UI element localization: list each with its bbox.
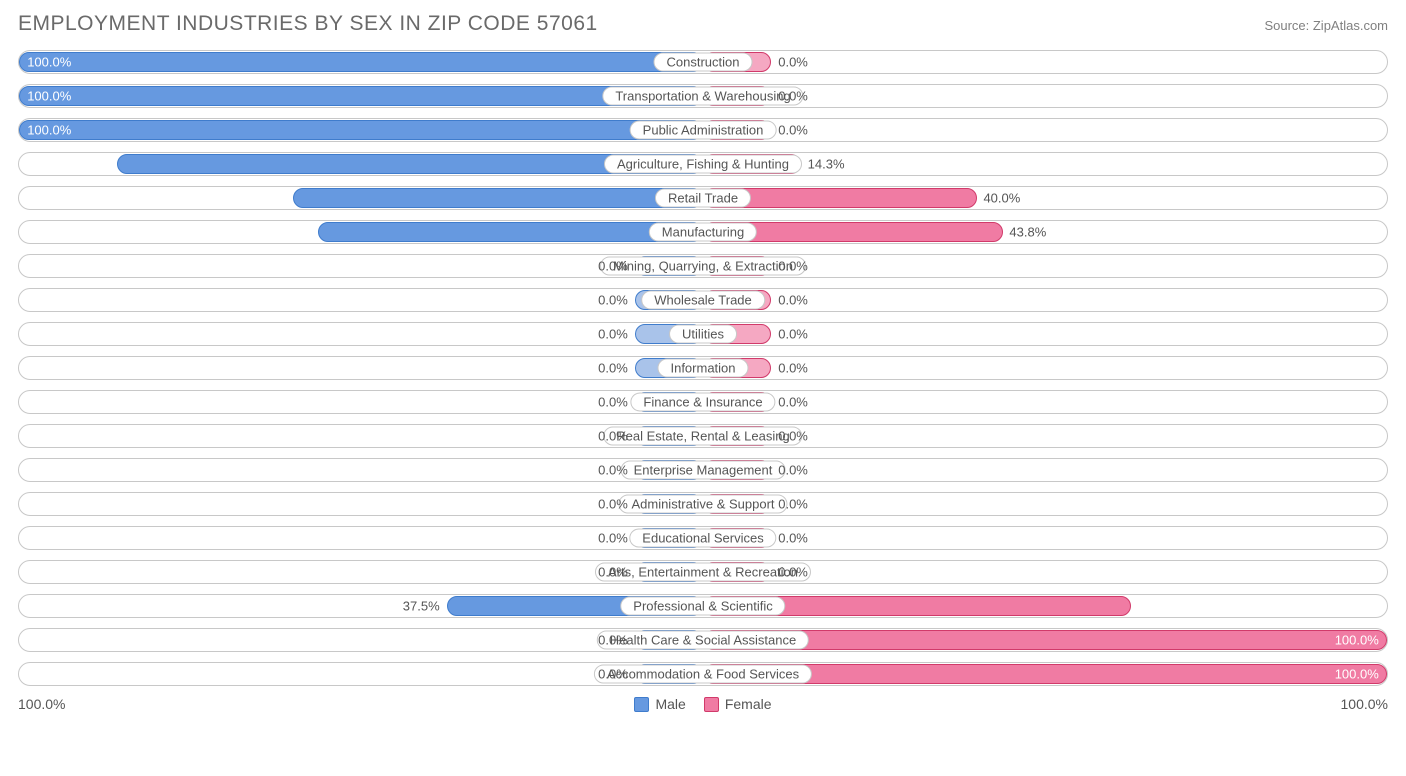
female-value-label: 0.0% (778, 123, 808, 138)
chart-row: Transportation & Warehousing 100.0% 0.0% (18, 84, 1388, 108)
female-value-label: 0.0% (778, 395, 808, 410)
category-label: Agriculture, Fishing & Hunting (604, 155, 802, 174)
female-value-label: 0.0% (778, 55, 808, 70)
diverging-bar-chart: Construction100.0%0.0%Transportation & W… (18, 50, 1388, 686)
chart-row: Wholesale Trade 0.0% 0.0% (18, 288, 1388, 312)
male-value-label: 0.0% (598, 395, 628, 410)
legend: Male Female (634, 696, 771, 712)
category-label: Retail Trade (655, 189, 751, 208)
category-label: Mining, Quarrying, & Extraction (600, 257, 806, 276)
male-value-label: 0.0% (598, 463, 628, 478)
category-label: Wholesale Trade (641, 291, 765, 310)
male-bar (293, 188, 703, 208)
chart-header: EMPLOYMENT INDUSTRIES BY SEX IN ZIP CODE… (18, 12, 1388, 36)
axis-left-label: 100.0% (18, 696, 65, 712)
male-value-label: 0.0% (598, 667, 628, 682)
male-value-label: 56.3% (27, 225, 64, 240)
female-value-label: 14.3% (808, 157, 845, 172)
category-label: Construction (654, 53, 753, 72)
male-value-label: 100.0% (27, 123, 71, 138)
category-label: Transportation & Warehousing (602, 87, 803, 106)
female-value-label: 0.0% (778, 293, 808, 308)
female-value-label: 0.0% (778, 565, 808, 580)
male-bar (318, 222, 703, 242)
female-value-label: 0.0% (778, 361, 808, 376)
chart-footer: 100.0% Male Female 100.0% (18, 696, 1388, 712)
male-bar (19, 120, 703, 140)
female-value-label: 100.0% (1335, 633, 1379, 648)
female-value-label: 40.0% (983, 191, 1020, 206)
male-value-label: 0.0% (598, 633, 628, 648)
male-value-label: 0.0% (598, 497, 628, 512)
chart-row: Utilities 0.0% 0.0% (18, 322, 1388, 346)
male-swatch-icon (634, 697, 649, 712)
female-value-label: 0.0% (778, 327, 808, 342)
legend-label-male: Male (655, 696, 685, 712)
male-value-label: 85.7% (27, 157, 64, 172)
female-value-label: 43.8% (1009, 225, 1046, 240)
chart-row: Agriculture, Fishing & Hunting 85.7% 14.3% (18, 152, 1388, 176)
chart-row: Retail Trade 60.0% 40.0% (18, 186, 1388, 210)
male-value-label: 100.0% (27, 89, 71, 104)
male-value-label: 0.0% (598, 531, 628, 546)
male-value-label: 37.5% (403, 599, 440, 614)
female-value-label: 0.0% (778, 497, 808, 512)
category-label: Educational Services (629, 529, 776, 548)
male-value-label: 100.0% (27, 55, 71, 70)
female-value-label: 0.0% (778, 463, 808, 478)
female-value-label: 0.0% (778, 531, 808, 546)
chart-row: Information 0.0% 0.0% (18, 356, 1388, 380)
chart-source: Source: ZipAtlas.com (1264, 18, 1388, 33)
chart-row: Health Care & Social Assistance0.0% 100.0… (18, 628, 1388, 652)
male-bar (19, 52, 703, 72)
chart-row: Finance & Insurance0.0% 0.0% (18, 390, 1388, 414)
chart-row: Professional & Scientific 37.5% 62.5% (18, 594, 1388, 618)
legend-item-female: Female (704, 696, 772, 712)
chart-row: Accommodation & Food Services0.0%100.0% (18, 662, 1388, 686)
female-value-label: 0.0% (778, 89, 808, 104)
male-value-label: 60.0% (27, 191, 64, 206)
chart-row: Educational Services0.0% 0.0% (18, 526, 1388, 550)
category-label: Finance & Insurance (630, 393, 775, 412)
category-label: Real Estate, Rental & Leasing (603, 427, 802, 446)
chart-row: Manufacturing 56.3% 43.8% (18, 220, 1388, 244)
female-value-label: 0.0% (778, 259, 808, 274)
male-value-label: 0.0% (598, 259, 628, 274)
chart-row: Enterprise Management0.0% 0.0% (18, 458, 1388, 482)
female-value-label: 100.0% (1335, 667, 1379, 682)
male-bar (19, 86, 703, 106)
female-value-label: 0.0% (778, 429, 808, 444)
male-value-label: 0.0% (598, 565, 628, 580)
category-label: Manufacturing (649, 223, 757, 242)
chart-row: Real Estate, Rental & Leasing0.0% 0.0% (18, 424, 1388, 448)
category-label: Information (657, 359, 748, 378)
male-value-label: 0.0% (598, 327, 628, 342)
male-value-label: 0.0% (598, 429, 628, 444)
category-label: Utilities (669, 325, 737, 344)
category-label: Professional & Scientific (620, 597, 785, 616)
female-value-label: 62.5% (1342, 599, 1379, 614)
chart-row: Construction 100.0% 0.0% (18, 50, 1388, 74)
chart-row: Mining, Quarrying, & Extraction0.0% 0.0% (18, 254, 1388, 278)
category-label: Health Care & Social Assistance (597, 631, 809, 650)
category-label: Public Administration (630, 121, 777, 140)
axis-right-label: 100.0% (1341, 696, 1388, 712)
female-swatch-icon (704, 697, 719, 712)
category-label: Administrative & Support (618, 495, 787, 514)
chart-title: EMPLOYMENT INDUSTRIES BY SEX IN ZIP CODE… (18, 12, 598, 36)
chart-row: Arts, Entertainment & Recreation0.0%0.0% (18, 560, 1388, 584)
chart-row: Administrative & Support0.0% 0.0% (18, 492, 1388, 516)
legend-item-male: Male (634, 696, 685, 712)
legend-label-female: Female (725, 696, 772, 712)
male-value-label: 0.0% (598, 293, 628, 308)
category-label: Enterprise Management (621, 461, 786, 480)
chart-row: Public Administration 100.0% 0.0% (18, 118, 1388, 142)
male-value-label: 0.0% (598, 361, 628, 376)
